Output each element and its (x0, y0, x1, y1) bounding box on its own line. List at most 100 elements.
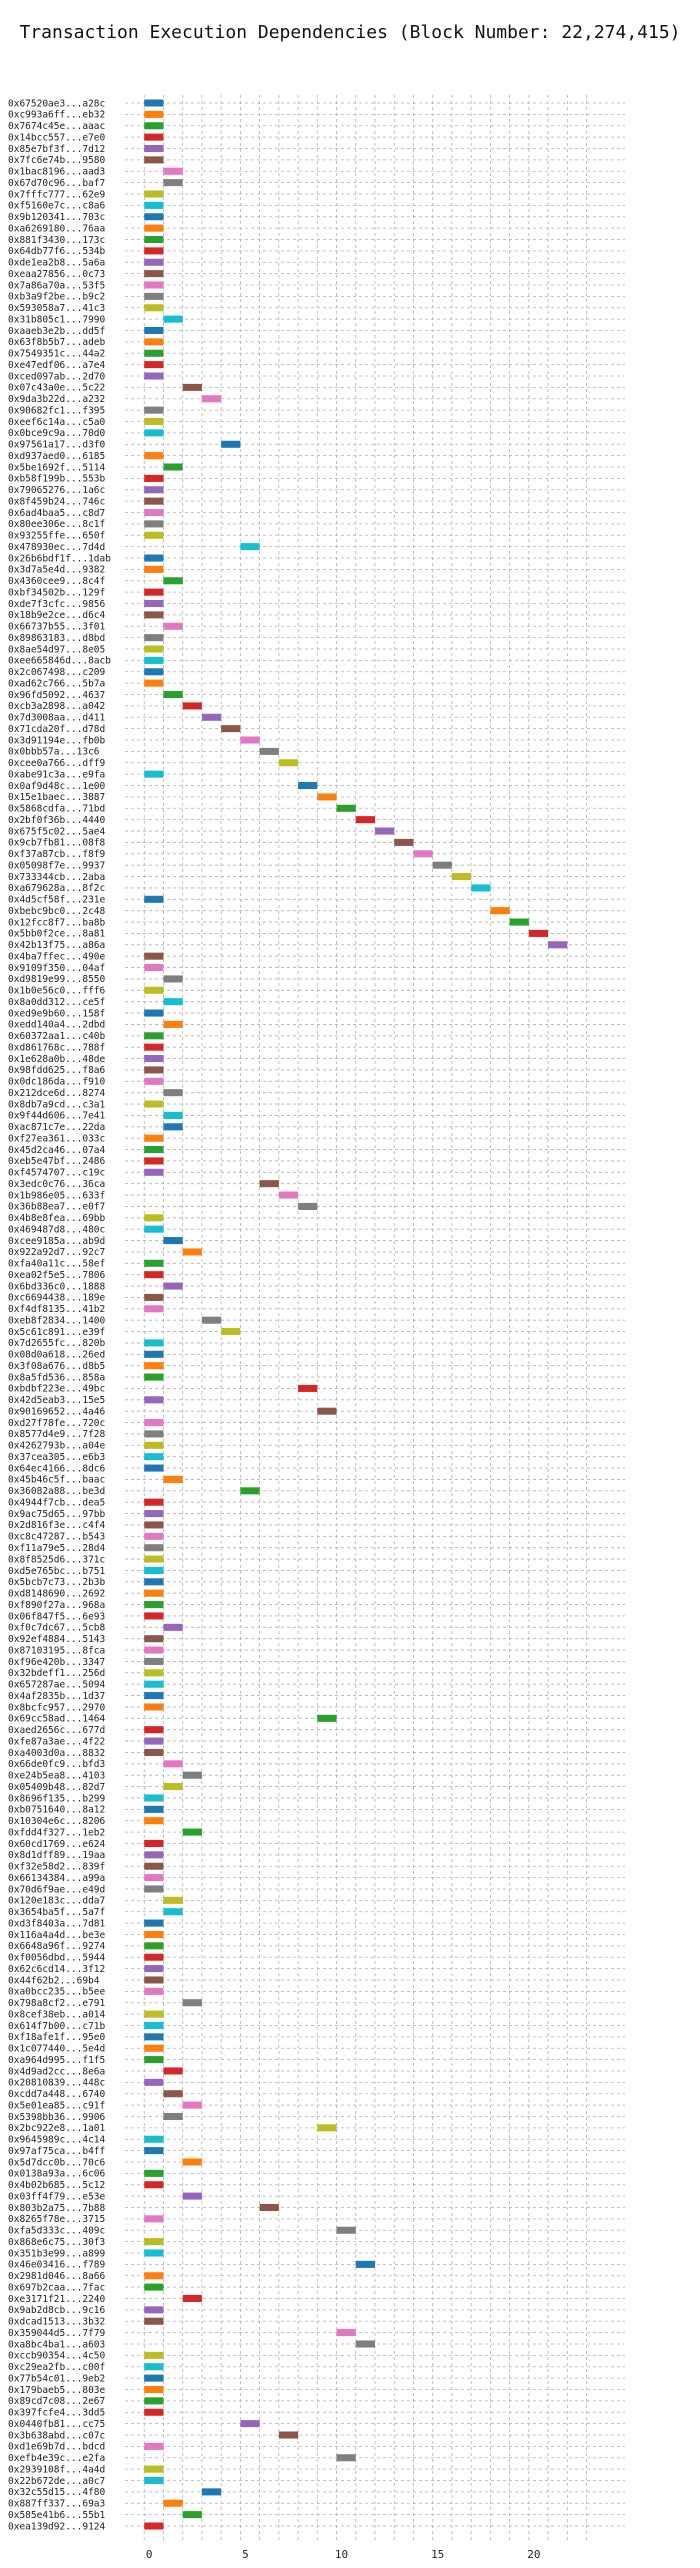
y-tick-label: 0x89863183...d8bd (8, 633, 105, 644)
y-tick-label: 0x5d7dcc0b...70c6 (8, 2157, 106, 2168)
dependency-bar (163, 1475, 183, 1483)
y-tick-label: 0x1b986e05...633f (8, 1190, 105, 1201)
y-tick-label: 0xfa5d333c...409c (8, 2226, 105, 2237)
dependency-bar (144, 281, 164, 289)
dependency-bar (163, 1760, 183, 1768)
y-tick-label: 0x90682fc1...f395 (8, 405, 105, 416)
y-tick-label: 0x8cef38eb...a014 (8, 2009, 106, 2020)
y-tick-label: 0x42b13f75...a86a (8, 940, 105, 951)
dependency-bar (394, 838, 414, 846)
y-tick-label: 0x8a5fd536...858a (8, 1372, 105, 1383)
dependency-bar (163, 2067, 183, 2075)
y-tick-label: 0x36b88ea7...e0f7 (8, 1202, 105, 1213)
dependency-bar (144, 497, 164, 505)
y-tick-label: 0xedd140a4...2dbd (8, 1020, 105, 1031)
y-tick-label: 0x07c43a0e...5c22 (8, 383, 105, 394)
y-tick-label: 0x657287ae...5094 (8, 1680, 106, 1691)
dependency-bar (144, 1669, 164, 1677)
y-tick-label: 0x46e03416...f789 (8, 2260, 106, 2271)
y-tick-label: 0x08d0a618...26ed (8, 1350, 105, 1361)
y-tick-label: 0x2bc922e8...1a01 (8, 2123, 106, 2134)
y-tick-label: 0x9cb7fb81...08f8 (8, 838, 106, 849)
dependency-bar (144, 1055, 164, 1063)
y-tick-label: 0xb0751640...8a12 (8, 1805, 105, 1816)
y-tick-label: 0x69cc58ad...1464 (8, 1714, 106, 1725)
dependency-bar (240, 2420, 260, 2428)
y-tick-label: 0xe24b5ea8...4103 (8, 1771, 105, 1782)
y-tick-label: 0xd9819e99...8550 (8, 974, 106, 985)
y-tick-label: 0x8f459b24...746c (8, 496, 105, 507)
y-tick-label: 0x42d5eab3...15e5 (8, 1395, 105, 1406)
y-tick-label: 0x90169652...4a46 (8, 1406, 106, 1417)
dependency-bar (144, 1043, 164, 1051)
dependency-bar (144, 1453, 164, 1461)
dependency-bar (336, 2226, 356, 2234)
y-tick-label: 0xf18afe1f...95e0 (8, 2032, 106, 2043)
y-tick-label: 0x922a92d7...92c7 (8, 1247, 105, 1258)
dependency-bar (144, 133, 164, 141)
y-tick-label: 0xa6269180...76aa (8, 223, 105, 234)
grid-lines (125, 95, 625, 2540)
dependency-bar (144, 1419, 164, 1427)
y-tick-label: 0x7549351c...44a2 (8, 349, 105, 360)
y-tick-label: 0x1b0e56c0...fff6 (8, 986, 106, 997)
dependency-bar (144, 531, 164, 539)
dependency-bar (144, 1259, 164, 1267)
dependency-bar (259, 1180, 279, 1188)
dependency-bar (278, 2431, 299, 2439)
dependency-bar (355, 2260, 375, 2268)
y-tick-label: 0xcee0a766...dff9 (8, 758, 106, 769)
dependency-bar (144, 235, 164, 244)
y-tick-label: 0xf11a79e5...28d4 (8, 1543, 106, 1554)
dependency-bar (144, 2249, 164, 2257)
dependency-bar (163, 1237, 183, 1245)
dependency-bar (144, 2465, 164, 2473)
y-tick-label: 0xe3171f21...2240 (8, 2294, 106, 2305)
y-tick-label: 0x469487d8...480c (8, 1224, 105, 1235)
y-tick-label: 0x9ac75d65...97bb (8, 1509, 106, 1520)
y-tick-label: 0xf0c7dc67...5cb8 (8, 1623, 106, 1634)
y-tick-label: 0x0af9d48c...1e00 (8, 781, 106, 792)
dependency-bar (144, 1726, 164, 1734)
y-tick-label: 0x37cea305...e6b3 (8, 1452, 105, 1463)
dependency-bar (221, 440, 241, 448)
dependency-bar (163, 1908, 183, 1916)
dependency-bar (317, 1714, 337, 1722)
y-tick-label: 0x97af75ca...b4ff (8, 2146, 105, 2157)
y-tick-label: 0x7d3008aa...d411 (8, 713, 106, 724)
dependency-bar (144, 247, 164, 255)
dependency-bar (144, 1851, 164, 1859)
y-tick-label: 0x79065276...1a6c (8, 485, 105, 496)
dependency-bar (144, 588, 164, 596)
y-tick-label: 0x0440fb81...cc75 (8, 2419, 105, 2430)
dependency-bar (163, 315, 183, 323)
y-tick-label: 0x05409b48...82d7 (8, 1782, 105, 1793)
y-tick-label: 0xd861768c...788f (8, 1042, 105, 1053)
y-tick-label: 0x0bbb57a...13c6 (8, 747, 100, 758)
dependency-bar (144, 1430, 164, 1438)
y-tick-label: 0x14bcc557...e7e0 (8, 132, 106, 143)
y-tick-label: 0x585e41b6...55b1 (8, 2510, 106, 2521)
chart-title: Transaction Execution Dependencies (Bloc… (19, 22, 680, 43)
y-tick-label: 0x92ef4884...5143 (8, 1634, 105, 1645)
y-tick-label: 0xaaeb3e2b...dd5f (8, 326, 105, 337)
dependency-bar (144, 190, 164, 198)
dependency-bar (163, 2090, 183, 2098)
dependency-bar (182, 1771, 202, 1779)
y-tick-label: 0xa8bc4ba1...a603 (8, 2339, 105, 2350)
dependency-bar (201, 713, 222, 721)
dependency-bar (298, 782, 318, 790)
y-tick-label: 0x60cd1769...e624 (8, 1839, 106, 1850)
y-tick-label: 0xeaa27856...0c73 (8, 269, 105, 280)
y-tick-label: 0x77b54c01...9eb2 (8, 2373, 105, 2384)
dependency-bar (144, 270, 164, 278)
y-tick-label: 0x71cda20f...d78d (8, 724, 105, 735)
dependency-bar (144, 486, 164, 494)
dependency-bar (144, 452, 164, 460)
y-tick-label: 0xbf34502b...129f (8, 587, 105, 598)
y-tick-label: 0x7d2655fc...820b (8, 1338, 106, 1349)
y-tick-label: 0x4262793b...a04e (8, 1441, 106, 1452)
y-tick-label: 0x7fc6e74b...9580 (8, 155, 106, 166)
y-tick-label: 0x5c61c891...e39f (8, 1327, 105, 1338)
